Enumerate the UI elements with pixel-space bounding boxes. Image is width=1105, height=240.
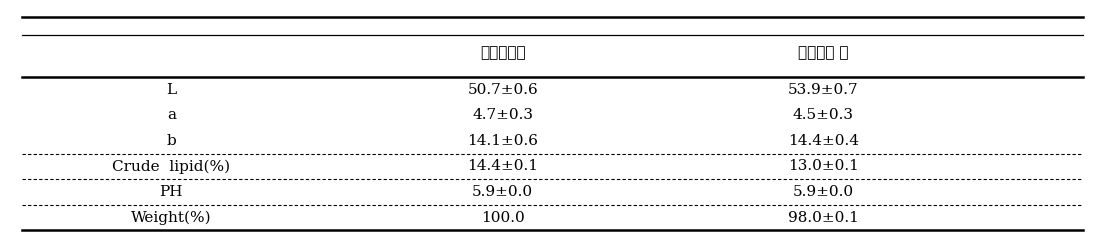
Text: Crude  lipid(%): Crude lipid(%) <box>113 159 230 174</box>
Text: b: b <box>167 134 176 148</box>
Text: 14.1±0.6: 14.1±0.6 <box>467 134 538 148</box>
Text: 100.0: 100.0 <box>481 211 525 225</box>
Text: 4.5±0.3: 4.5±0.3 <box>792 108 854 122</box>
Text: 13.0±0.1: 13.0±0.1 <box>788 159 859 173</box>
Text: Weight(%): Weight(%) <box>131 210 211 225</box>
Text: 4.7±0.3: 4.7±0.3 <box>472 108 534 122</box>
Text: a: a <box>167 108 176 122</box>
Text: 5.9±0.0: 5.9±0.0 <box>472 185 534 199</box>
Text: PH: PH <box>159 185 183 199</box>
Text: 53.9±0.7: 53.9±0.7 <box>788 83 859 96</box>
Text: 주정침지전: 주정침지전 <box>480 46 526 60</box>
Text: 14.4±0.1: 14.4±0.1 <box>467 159 538 173</box>
Text: 98.0±0.1: 98.0±0.1 <box>788 211 859 225</box>
Text: 14.4±0.4: 14.4±0.4 <box>788 134 859 148</box>
Text: 주정침지 후: 주정침지 후 <box>798 46 849 60</box>
Text: L: L <box>166 83 177 96</box>
Text: 5.9±0.0: 5.9±0.0 <box>792 185 854 199</box>
Text: 50.7±0.6: 50.7±0.6 <box>467 83 538 96</box>
